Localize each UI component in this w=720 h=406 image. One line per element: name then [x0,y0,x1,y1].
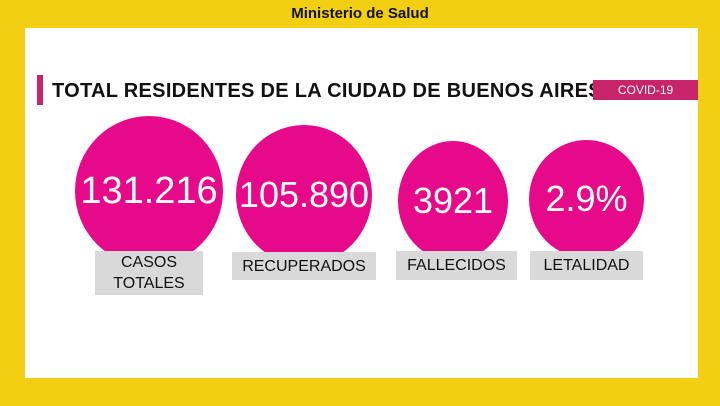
label-line: TOTALES [113,275,185,292]
stat-circle-recuperados: 105.890 [236,125,372,265]
stat-label-letalidad: LETALIDAD [530,251,643,280]
stat-circle-letalidad: 2.9% [529,140,644,258]
stat-circle-casos-totales: 131.216 [75,116,223,266]
ministry-header: Ministerio de Salud [291,5,429,22]
stat-label-fallecidos: FALLECIDOS [396,251,517,280]
stat-label-casos-totales: CASOS TOTALES [95,251,203,295]
stat-circle-fallecidos: 3921 [398,141,508,261]
covid-tag: COVID-19 [593,80,698,100]
section-title: TOTAL RESIDENTES DE LA CIUDAD DE BUENOS … [52,80,602,102]
title-accent-bar [37,75,43,105]
stat-label-recuperados: RECUPERADOS [232,252,376,280]
label-line: CASOS [120,254,177,271]
